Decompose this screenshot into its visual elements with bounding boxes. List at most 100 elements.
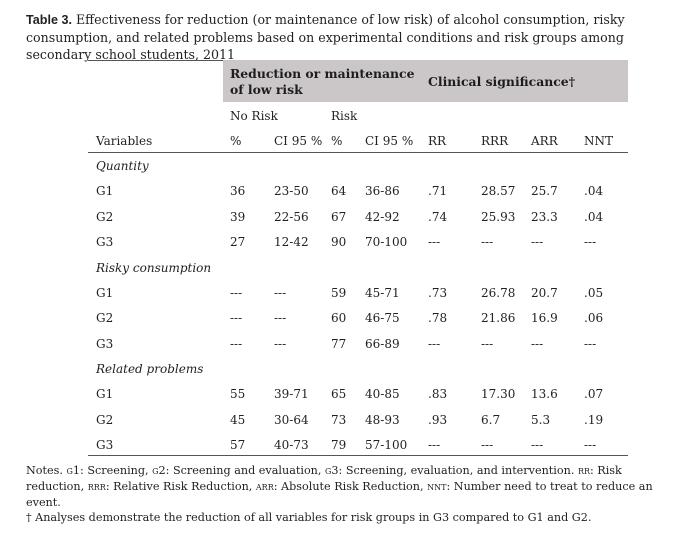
table-cell-variables: G3 [96, 336, 114, 351]
column-header-risk-ci: CI 95 % [365, 134, 414, 148]
table-cell-no-risk-ci: 39-71 [274, 387, 309, 401]
column-header-risk-pct: % [331, 134, 343, 148]
column-header-rr: RR [428, 134, 447, 148]
table-cell-no-risk-pct: 45 [230, 412, 246, 427]
table-cell-risk-pct: 73 [331, 412, 347, 427]
table-cell-nnt: --- [584, 235, 597, 249]
note-definition: : Screening, [80, 464, 153, 477]
table-cell-rrr: 21.86 [481, 311, 516, 325]
note-definition: : Screening, evaluation, and interventio… [338, 464, 578, 477]
table-cell-nnt: .19 [584, 412, 604, 427]
table-cell-risk-pct: 60 [331, 311, 347, 325]
table-cell-variables: G1 [96, 184, 114, 198]
table-cell-risk-ci: 36-86 [365, 184, 400, 198]
table-bottom-rule [88, 455, 628, 456]
table-cell-rrr: 25.93 [481, 209, 516, 224]
table-cell-risk-pct: 77 [331, 336, 347, 351]
clinical-significance-header: Clinical significance† [428, 74, 576, 89]
table-cell-no-risk-pct: 39 [230, 209, 246, 224]
table-cell-no-risk-ci: 23-50 [274, 184, 309, 198]
table-cell-rrr: --- [481, 438, 494, 452]
table-cell-arr: --- [531, 336, 544, 351]
table-cell-variables: G2 [96, 311, 114, 325]
column-header-rrr: RRR [481, 134, 509, 148]
table-cell-arr: 25.7 [531, 184, 558, 198]
note-abbreviation: RRR [87, 480, 106, 493]
notes-prefix: Notes. [26, 464, 63, 477]
table-cell-no-risk-ci: 12-42 [274, 235, 309, 249]
note-abbreviation: ARR [255, 480, 274, 493]
table-cell-risk-ci: 42-92 [365, 209, 400, 224]
table-cell-arr: 16.9 [531, 311, 558, 325]
note-definition: : Screening and evaluation, [165, 464, 325, 477]
table-cell-rr: .73 [428, 285, 448, 300]
note-abbreviation: NNT [427, 480, 447, 493]
table-cell-no-risk-pct: --- [230, 336, 243, 351]
table-cell-no-risk-pct: --- [230, 285, 243, 300]
column-header-no-risk-ci: CI 95 % [274, 134, 323, 148]
table-cell-rr: --- [428, 235, 441, 249]
table-cell-nnt: .04 [584, 184, 604, 198]
table-cell-nnt: .05 [584, 285, 604, 300]
reduction-header: Reduction or maintenance of low risk [230, 66, 415, 97]
section-title: Related problems [96, 362, 204, 376]
table-cell-risk-pct: 59 [331, 285, 347, 300]
table-cell-rr: .93 [428, 412, 448, 427]
table-cell-nnt: --- [584, 336, 597, 351]
table-cell-arr: 20.7 [531, 285, 558, 300]
header-band [223, 60, 628, 102]
risk-header: Risk [331, 109, 358, 123]
table-cell-rrr: 17.30 [481, 387, 516, 401]
column-header-variables: Variables [96, 134, 153, 148]
table-cell-no-risk-pct: 36 [230, 184, 246, 198]
section-title: Quantity [96, 159, 149, 173]
table-notes: Notes. G1: Screening, G2: Screening and … [26, 463, 676, 511]
table-cell-no-risk-pct: 57 [230, 438, 246, 452]
table-cell-arr: 13.6 [531, 387, 558, 401]
table-cell-nnt: .06 [584, 311, 604, 325]
table-cell-no-risk-pct: 27 [230, 235, 246, 249]
table-title: Effectiveness for reduction (or maintena… [26, 12, 625, 62]
section-title: Risky consumption [96, 260, 212, 275]
table-cell-risk-pct: 67 [331, 209, 347, 224]
table-cell-rrr: --- [481, 336, 494, 351]
table-cell-risk-pct: 64 [331, 184, 347, 198]
table-cell-risk-ci: 45-71 [365, 285, 400, 300]
no-risk-header: No Risk [230, 109, 278, 123]
note-definition: : Risk reduction, [26, 464, 622, 493]
table-caption: Table 3. Effectiveness for reduction (or… [26, 11, 676, 63]
table-cell-risk-ci: 48-93 [365, 412, 400, 427]
table-cell-nnt: .07 [584, 387, 604, 401]
table-cell-rrr: 26.78 [481, 285, 516, 300]
table-cell-rr: --- [428, 336, 441, 351]
table-cell-rr: .83 [428, 387, 448, 401]
table-cell-rrr: 6.7 [481, 412, 501, 427]
table-cell-rr: .71 [428, 184, 448, 198]
dagger-note: † Analyses demonstrate the reduction of … [26, 511, 592, 524]
column-header-no-risk-pct: % [230, 134, 242, 148]
header-bottom-rule [88, 152, 628, 153]
table-cell-no-risk-pct: --- [230, 311, 243, 325]
table-cell-risk-ci: 70-100 [365, 235, 408, 249]
table-cell-risk-ci: 66-89 [365, 336, 400, 351]
table-cell-rr: --- [428, 438, 441, 452]
table-cell-risk-ci: 46-75 [365, 311, 400, 325]
table-cell-no-risk-ci: 30-64 [274, 412, 309, 427]
table-cell-rrr: --- [481, 235, 494, 249]
table-cell-variables: G3 [96, 235, 114, 249]
table-cell-nnt: .04 [584, 209, 604, 224]
table-cell-variables: G2 [96, 412, 114, 427]
table-cell-nnt: --- [584, 438, 597, 452]
table-cell-no-risk-ci: --- [274, 336, 287, 351]
note-definition: : Relative Risk Reduction, [105, 480, 256, 493]
note-definition: : Number need to treat to reduce an even… [26, 480, 653, 509]
table-cell-rr: .74 [428, 209, 448, 224]
table-cell-arr: --- [531, 235, 544, 249]
note-definition: : Absolute Risk Reduction, [273, 480, 428, 493]
table-cell-variables: G2 [96, 209, 114, 224]
table-cell-variables: G3 [96, 438, 114, 452]
table-cell-no-risk-ci: --- [274, 285, 287, 300]
table-cell-arr: 23.3 [531, 209, 558, 224]
table-cell-risk-pct: 79 [331, 438, 347, 452]
note-abbreviation: RR [577, 464, 590, 477]
